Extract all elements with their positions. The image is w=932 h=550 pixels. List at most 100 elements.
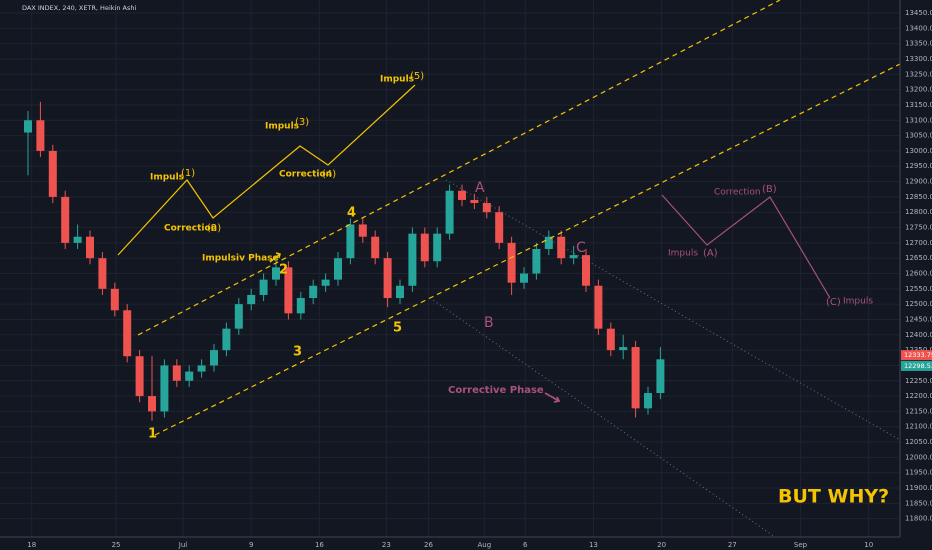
- y-tick-label: 13250.00: [905, 70, 932, 78]
- candle-body: [160, 365, 169, 412]
- candle-body: [631, 347, 640, 409]
- candle-body: [358, 224, 367, 237]
- candle-body: [532, 248, 541, 274]
- y-tick-label: 11950.00: [905, 469, 932, 477]
- y-tick-label: 12850.00: [905, 193, 932, 201]
- price-label: 12298.53: [904, 362, 932, 370]
- axes: 11800.00 11850.00 11900.00 11950.00 12000.00…: [27, 9, 932, 549]
- annotation: A: [475, 180, 485, 196]
- y-tick-label: 13100.00: [905, 116, 932, 124]
- candle-body: [296, 298, 305, 314]
- candle-body: [346, 224, 355, 259]
- x-tick-label: 25: [112, 541, 121, 549]
- x-tick-label: Sep: [794, 541, 808, 549]
- y-tick-label: 12800.00: [905, 208, 932, 216]
- candle-body: [123, 310, 132, 357]
- candle-body: [234, 304, 243, 329]
- candle-body: [495, 212, 504, 243]
- correction-wave: [661, 194, 831, 299]
- candle-body: [482, 203, 491, 213]
- candle-body: [24, 120, 32, 133]
- candle-body: [582, 255, 590, 286]
- y-tick-label: 12550.00: [905, 285, 932, 293]
- candle-body: [222, 328, 231, 351]
- annotation: Impuls: [380, 75, 414, 85]
- y-tick-label: 13400.00: [905, 24, 932, 32]
- y-tick-label: 12500.00: [905, 300, 932, 308]
- candle-body: [569, 255, 578, 259]
- candle-body: [619, 347, 628, 351]
- arrow: [544, 392, 561, 403]
- candle-body: [135, 356, 144, 397]
- annotation: (A): [703, 248, 718, 259]
- y-tick-label: 13200.00: [905, 86, 932, 94]
- annotation: Corrective Phase: [448, 385, 544, 396]
- x-tick-label: 26: [424, 541, 433, 549]
- candle-body: [259, 279, 268, 295]
- candle-body: [110, 288, 119, 311]
- candle-body: [73, 236, 82, 243]
- candle-body: [656, 359, 665, 394]
- annotation: Impuls: [843, 297, 873, 307]
- candle-body: [433, 233, 442, 262]
- y-tick-label: 11800.00: [905, 515, 932, 523]
- annotation: (5): [410, 71, 424, 82]
- x-tick-label: Aug: [477, 541, 491, 549]
- annotation: (3): [295, 117, 309, 128]
- candle-body: [98, 258, 107, 289]
- candle-body: [197, 365, 206, 372]
- candle-body: [420, 233, 429, 262]
- candle-body: [185, 371, 194, 381]
- candle-body: [321, 279, 330, 286]
- candle-body: [247, 294, 256, 305]
- y-tick-label: 12700.00: [905, 239, 932, 247]
- candle-body: [520, 273, 528, 283]
- drawings: [117, 0, 901, 538]
- annotation: Impuls: [265, 122, 299, 132]
- candle-body: [557, 236, 566, 259]
- channel-upper: [137, 0, 781, 336]
- candles: [24, 101, 665, 421]
- candle-body: [210, 350, 218, 366]
- candle-body: [458, 190, 466, 200]
- annotation: BUT WHY?: [778, 486, 889, 508]
- grid: [0, 0, 900, 537]
- y-tick-label: 12200.00: [905, 392, 932, 400]
- y-tick-label: 12950.00: [905, 162, 932, 170]
- x-tick-label: 16: [315, 541, 324, 549]
- x-tick-label: 13: [589, 541, 598, 549]
- annotation: 4: [347, 206, 356, 221]
- annotation: 1: [148, 427, 157, 442]
- y-tick-label: 12050.00: [905, 438, 932, 446]
- y-tick-label: 13000.00: [905, 147, 932, 155]
- x-tick-label: 10: [864, 541, 873, 549]
- annotation: 3: [293, 345, 302, 360]
- x-tick-label: 9: [249, 541, 253, 549]
- y-tick-label: 12400.00: [905, 331, 932, 339]
- price-axis-bg: [900, 0, 932, 550]
- candle-body: [606, 328, 615, 351]
- annotation: (1): [181, 168, 195, 179]
- candle-body: [507, 242, 516, 283]
- y-tick-label: 12600.00: [905, 270, 932, 278]
- annotation: Correction: [279, 170, 332, 180]
- y-tick-label: 12250.00: [905, 377, 932, 385]
- candle-body: [36, 120, 45, 151]
- y-tick-label: 12900.00: [905, 178, 932, 186]
- y-tick-label: 13350.00: [905, 40, 932, 48]
- annotation: Correction: [164, 224, 217, 234]
- price-label-bg: [901, 360, 932, 371]
- y-tick-label: 13150.00: [905, 101, 932, 109]
- candle-body: [48, 150, 57, 197]
- annotation: Impulsiv Phase: [202, 254, 279, 264]
- annotation: C: [576, 240, 586, 256]
- y-tick-label: 11850.00: [905, 499, 932, 507]
- candle-body: [86, 236, 94, 259]
- candle-body: [594, 285, 603, 329]
- candle-body: [544, 236, 553, 249]
- price-label-bg: [901, 350, 932, 361]
- impulse-wave: [117, 84, 416, 256]
- candle-body: [408, 233, 417, 286]
